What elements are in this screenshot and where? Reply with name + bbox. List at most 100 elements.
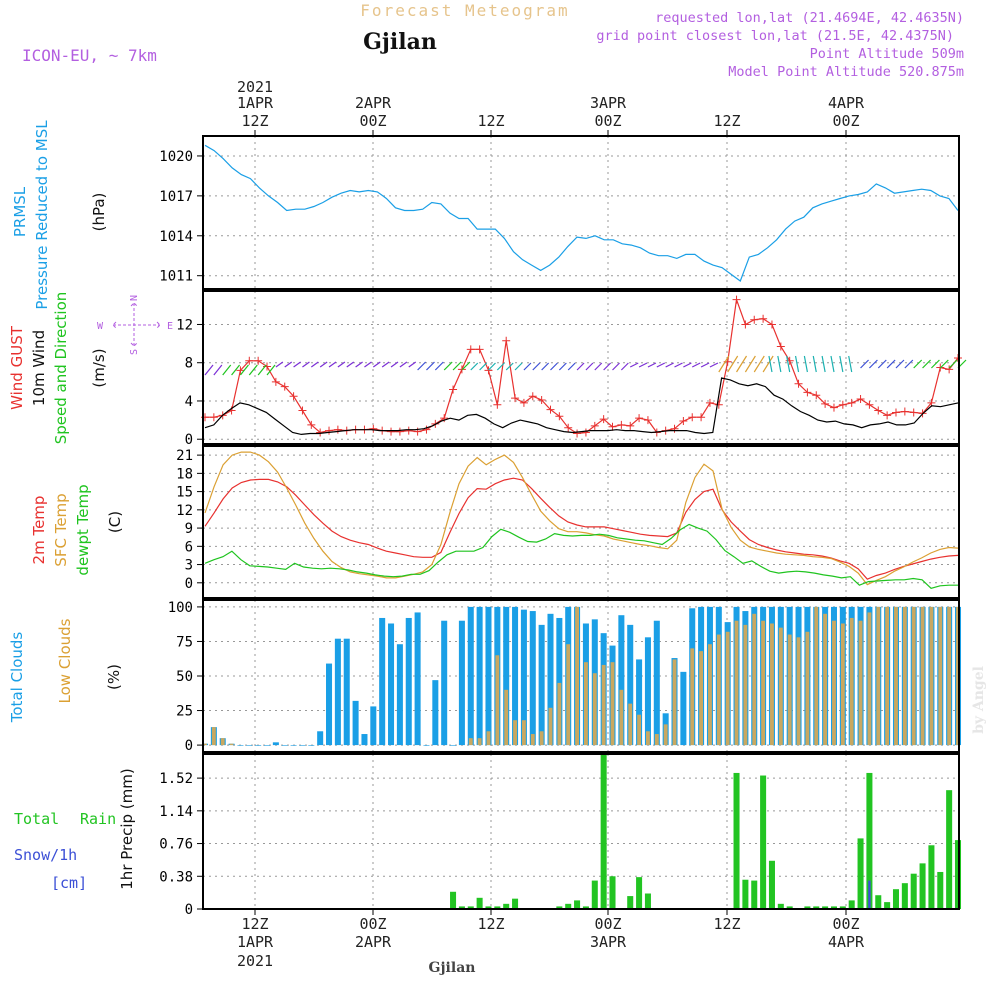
total-cloud-bar-16 <box>343 638 350 746</box>
wind-arrow-62 <box>753 355 765 373</box>
wind-arrow-32 <box>488 362 496 371</box>
bottom-label-3-l1: 00Z <box>594 915 621 933</box>
rain-bar-28 <box>450 891 457 909</box>
gust-point-65 <box>776 342 785 351</box>
wind-arrow-68 <box>803 355 808 373</box>
wind-arrow-63 <box>762 355 774 373</box>
pressure-series-0 <box>204 144 959 282</box>
gust-point-79 <box>900 407 909 416</box>
wind-arrow-73 <box>848 355 853 373</box>
bottom-label-2-l1: 12Z <box>477 915 504 933</box>
rain-bar-30 <box>467 906 474 909</box>
gust-point-34 <box>502 336 511 345</box>
wind-arrow-4 <box>239 364 249 376</box>
low-cloud-bar-67 <box>796 637 801 746</box>
model-label: ICON-EU, ~ 7km <box>22 46 157 65</box>
low-cloud-bar-42 <box>575 606 579 746</box>
total-cloud-bar-10 <box>290 745 297 746</box>
gust-point-70 <box>821 399 830 408</box>
low-cloud-bar-77 <box>885 606 890 746</box>
wind-arrow-5 <box>248 364 258 376</box>
gust-point-12 <box>307 420 316 429</box>
clouds-ytick-label-2: 50 <box>176 669 193 685</box>
wind-arrow-83 <box>939 359 949 369</box>
rain-bar-71 <box>830 906 837 909</box>
rain-bar-66 <box>786 906 793 909</box>
wind-arrow-46 <box>612 362 620 371</box>
low-clouds-label: Low Clouds <box>56 618 74 703</box>
wind-arrow-66 <box>786 355 791 373</box>
rain-bar-29 <box>458 906 465 909</box>
low-cloud-bar-76 <box>876 606 881 746</box>
total-cloud-bar-50 <box>644 637 651 746</box>
top-label-0-l1: 2021 <box>237 78 273 96</box>
pressure-frame <box>202 135 960 290</box>
gust-point-62 <box>750 315 759 324</box>
top-label-3-l2: 3APR <box>590 94 627 112</box>
low-cloud-bar-70 <box>823 613 828 746</box>
low-cloud-bar-79 <box>902 606 907 746</box>
gust-point-38 <box>537 396 546 405</box>
wind-arrow-72 <box>839 355 844 373</box>
wind-arrow-45 <box>603 362 612 371</box>
gust-point-5 <box>245 356 254 365</box>
wind-arrow-23 <box>408 361 417 368</box>
gust-point-43 <box>581 428 590 437</box>
wind-arrow-67 <box>794 355 800 373</box>
top-label-0-l2: 1APR <box>237 94 274 112</box>
low-cloud-bar-47 <box>619 689 624 746</box>
wind-series-1 <box>204 377 959 436</box>
rain-bar-68 <box>804 906 811 909</box>
total-cloud-bar-14 <box>326 663 333 746</box>
rain-bar-43 <box>582 906 589 909</box>
wind-unit-label: (m/s) <box>90 348 108 387</box>
bottom-label-5-l1: 00Z <box>832 915 859 933</box>
top-label-3-l3: 00Z <box>594 112 621 130</box>
top-label-1-l2: 2APR <box>355 94 392 112</box>
wind-arrow-36 <box>523 362 532 371</box>
pressure-ytick-label-0: 1011 <box>159 269 193 285</box>
gust-point-39 <box>546 405 555 414</box>
wind-arrow-28 <box>452 361 462 371</box>
low-cloud-bar-71 <box>832 620 836 746</box>
total-cloud-bar-20 <box>379 617 386 746</box>
wind-arrow-82 <box>930 359 940 369</box>
top-label-1-l3: 00Z <box>359 112 386 130</box>
low-cloud-bar-44 <box>592 673 597 746</box>
rain-bar-60 <box>733 772 740 909</box>
top-label-5-l3: 00Z <box>832 112 859 130</box>
wind-frame <box>202 290 960 445</box>
temperature-frame <box>202 445 960 599</box>
gust-point-50 <box>643 416 652 425</box>
low-cloud-bar-72 <box>840 623 845 746</box>
total-cloud-bar-11 <box>299 745 306 746</box>
total-cloud-bar-9 <box>281 745 288 746</box>
wind-arrow-34 <box>505 362 514 371</box>
wind-arrow-10 <box>293 361 301 368</box>
precipitation-ytick-label-0: 0 <box>185 902 193 918</box>
rain-bar-72 <box>839 906 846 909</box>
low-cloud-bar-60 <box>734 620 739 746</box>
compass-icon: N S W E <box>97 295 173 355</box>
low-cloud-bar-65 <box>778 627 783 746</box>
low-cloud-bar-81 <box>920 606 925 746</box>
low-cloud-bar-35 <box>513 720 517 746</box>
wind-arrow-9 <box>284 361 293 368</box>
low-cloud-bar-68 <box>805 631 810 746</box>
gust-point-73 <box>847 398 856 407</box>
low-cloud-bar-45 <box>601 664 606 746</box>
gust-point-30 <box>466 345 475 354</box>
low-cloud-bar-64 <box>770 623 774 746</box>
precipitation-ytick-label-1: 0.38 <box>159 869 193 885</box>
total-cloud-bar-24 <box>414 612 421 746</box>
wind-arrow-19 <box>372 361 381 368</box>
low-cloud-bar-33 <box>495 655 500 746</box>
wind-arrow-16 <box>346 361 355 368</box>
total-cloud-bar-32 <box>485 606 492 746</box>
gust-point-41 <box>564 423 573 432</box>
gust-point-58 <box>714 400 723 409</box>
snow-label: Snow/1h <box>14 846 77 864</box>
wind-arrow-43 <box>585 362 594 371</box>
total-cloud-bar-39 <box>547 613 554 746</box>
top-label-2-l3: 12Z <box>477 112 504 130</box>
